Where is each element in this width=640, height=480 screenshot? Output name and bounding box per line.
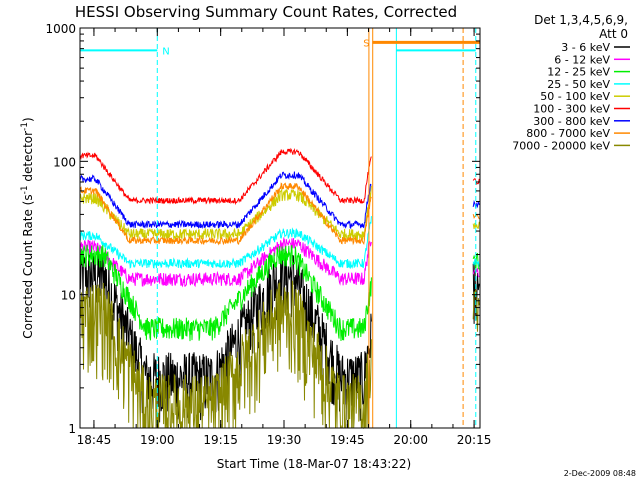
legend-header: Det 1,3,4,5,6,9, (534, 13, 628, 27)
x-tick-label: 19:00 (140, 433, 175, 447)
x-tick-label: 20:00 (393, 433, 428, 447)
y-tick-label: 1000 (45, 22, 76, 36)
y-axis-label-sup2: -1 (20, 122, 30, 131)
legend-label: 50 - 100 keV (540, 90, 610, 103)
chart-title: HESSI Observing Summary Count Rates, Cor… (75, 3, 457, 21)
timestamp: 2-Dec-2009 08:48 (564, 469, 636, 478)
y-tick-label: 1 (68, 422, 76, 436)
plot-frame (79, 27, 481, 429)
legend-label: 6 - 12 keV (554, 53, 610, 66)
x-tick-label: 19:30 (267, 433, 302, 447)
legend-label: 25 - 50 keV (547, 78, 610, 91)
x-tick-label: 19:15 (203, 433, 238, 447)
y-axis-label-end: ) (21, 117, 35, 122)
axes: 18:45 19:00 19:15 19:30 19:45 20:00 20:15 1 10 10… (45, 22, 491, 447)
series-line-resumed (472, 221, 480, 229)
series-line (79, 182, 372, 246)
y-axis-label-sup1: -1 (20, 185, 30, 194)
legend-label: 12 - 25 keV (547, 66, 610, 79)
x-tick-label: 19:45 (330, 433, 365, 447)
series-line (79, 244, 372, 342)
legend-label: 7000 - 20000 keV (512, 139, 610, 152)
legend-label: 800 - 7000 keV (526, 127, 610, 140)
x-axis-label: Start Time (18-Mar-07 18:43:22) (217, 457, 411, 471)
flag-markers: NS (80, 38, 480, 57)
legend-label: 300 - 800 keV (533, 115, 610, 128)
series-line (79, 171, 372, 230)
series-line (79, 280, 372, 430)
flag-label: S (363, 38, 369, 49)
series-line-resumed (472, 289, 480, 332)
y-tick-label: 10 (61, 289, 76, 303)
flag-label: N (162, 46, 169, 57)
legend-label: 100 - 300 keV (533, 103, 610, 116)
x-tick-label: 18:45 (77, 433, 112, 447)
vertical-lines (156, 28, 477, 428)
y-axis-label-main: Corrected Count Rate (s (21, 194, 35, 338)
legend-header-att: Att 0 (599, 27, 628, 41)
series-line (79, 147, 372, 206)
series-line (79, 216, 372, 270)
x-tick-label: 20:15 (457, 433, 492, 447)
series-line (79, 236, 372, 288)
y-tick-label: 100 (53, 155, 76, 169)
y-axis-label-mid: detector (21, 131, 35, 186)
legend-label: 3 - 6 keV (561, 41, 610, 54)
y-axis-label: Corrected Count Rate (s-1 detector-1) (20, 117, 35, 338)
